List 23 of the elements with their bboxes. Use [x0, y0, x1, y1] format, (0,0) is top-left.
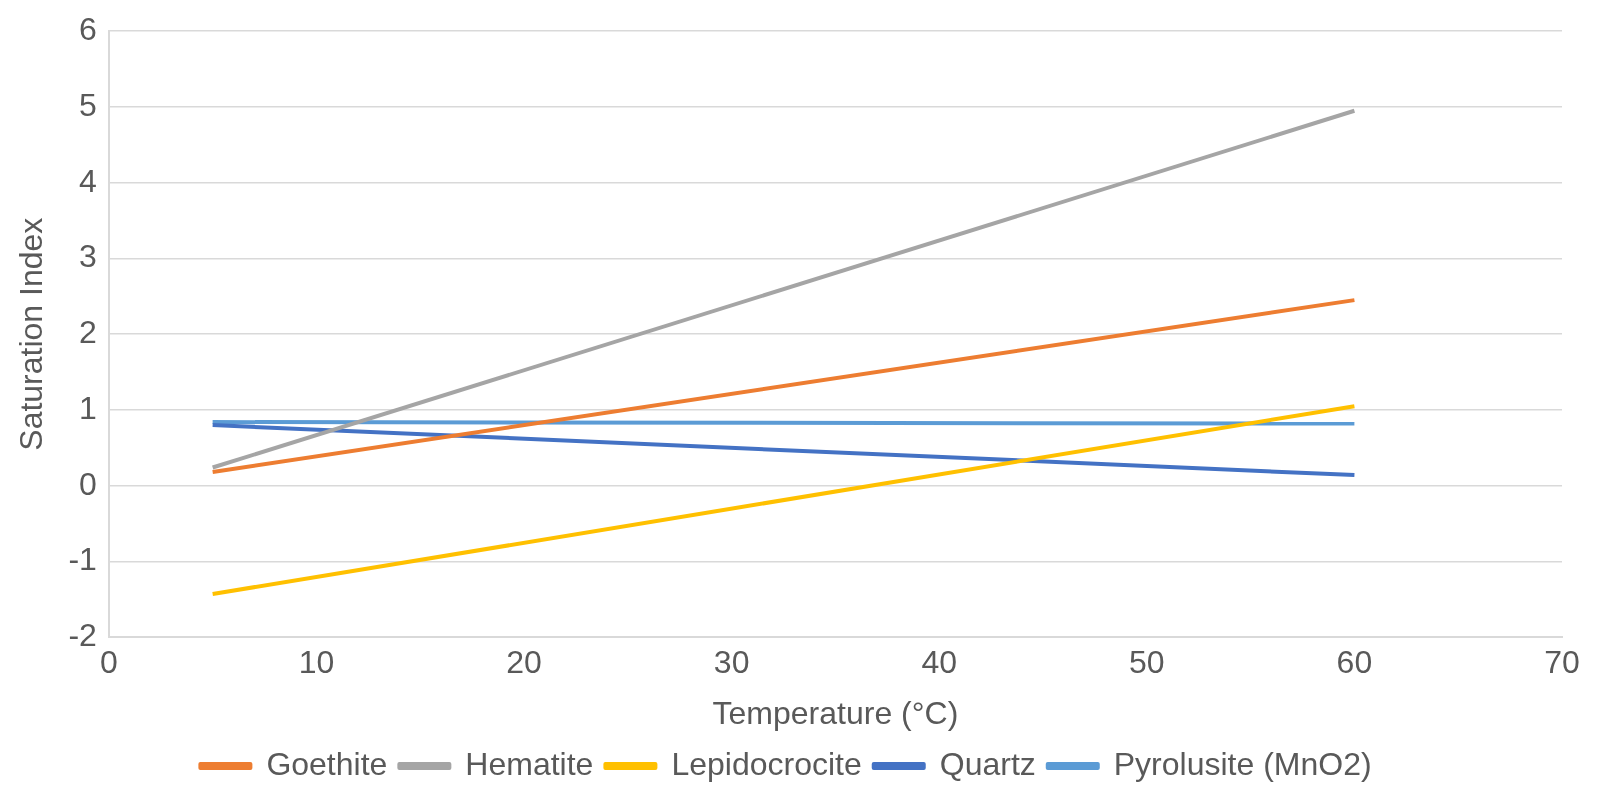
y-tick-label: 4: [79, 162, 97, 199]
x-tick-label: 20: [506, 644, 542, 681]
x-tick-label: 70: [1544, 644, 1580, 681]
y-tick-label: 5: [79, 86, 97, 123]
y-tick-label: -2: [68, 617, 97, 654]
x-tick-label: 10: [298, 644, 335, 681]
y-tick-label: 2: [79, 314, 97, 351]
y-tick-label: 6: [79, 11, 97, 48]
y-tick-label: 3: [79, 238, 97, 275]
x-tick-label: 60: [1336, 644, 1373, 681]
legend-label: Lepidocrocite: [671, 745, 862, 782]
x-axis-title: Temperature (°C): [712, 694, 959, 731]
x-tick-label: 50: [1129, 644, 1165, 681]
legend-label: Quartz: [939, 745, 1036, 782]
legend-label: Goethite: [266, 745, 388, 782]
x-tick-label: 40: [921, 644, 958, 681]
y-axis-title: Saturation Index: [13, 217, 50, 451]
legend-label: Hematite: [465, 745, 594, 782]
y-tick-label: 1: [79, 389, 97, 426]
x-tick-label: 30: [713, 644, 750, 681]
legend-label: Pyrolusite (MnO2): [1113, 745, 1372, 782]
y-tick-label: 0: [79, 465, 97, 502]
y-tick-label: -1: [68, 541, 97, 578]
